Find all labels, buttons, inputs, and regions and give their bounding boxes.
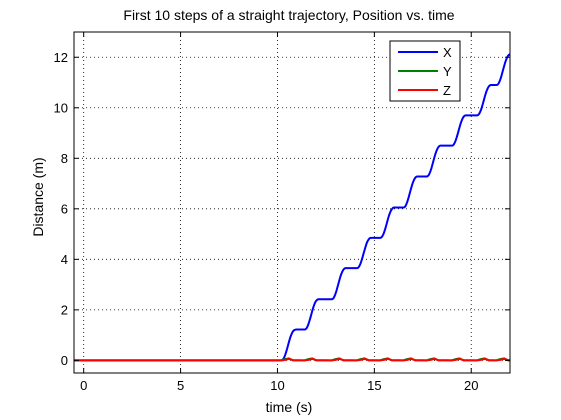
x-tick-label: 5 bbox=[177, 378, 184, 393]
y-tick-label: 2 bbox=[61, 302, 68, 317]
ticks: 0 5 10 15 20 0 2 4 6 8 10 12 bbox=[54, 32, 510, 393]
y-tick-label: 12 bbox=[54, 50, 68, 65]
plot-frame bbox=[73, 31, 511, 374]
legend-label-x: X bbox=[443, 45, 452, 60]
series-line-z bbox=[74, 357, 511, 362]
chart-title: First 10 steps of a straight trajectory,… bbox=[123, 7, 454, 23]
y-tick-label: 0 bbox=[61, 353, 68, 368]
legend-label-y: Y bbox=[443, 64, 452, 79]
x-tick-label: 15 bbox=[367, 378, 381, 393]
x-axis-label: time (s) bbox=[266, 399, 313, 415]
x-tick-label: 0 bbox=[80, 378, 87, 393]
y-tick-label: 6 bbox=[61, 201, 68, 216]
x-tick-label: 20 bbox=[464, 378, 478, 393]
series-group bbox=[74, 53, 511, 362]
series-line-x bbox=[74, 53, 511, 362]
y-axis-label: Distance (m) bbox=[30, 157, 46, 236]
y-tick-label: 10 bbox=[54, 100, 68, 115]
legend-label-z: Z bbox=[443, 83, 451, 98]
y-tick-label: 4 bbox=[61, 252, 68, 267]
y-tick-label: 8 bbox=[61, 151, 68, 166]
legend: XYZ bbox=[389, 40, 461, 102]
x-tick-label: 10 bbox=[270, 378, 284, 393]
